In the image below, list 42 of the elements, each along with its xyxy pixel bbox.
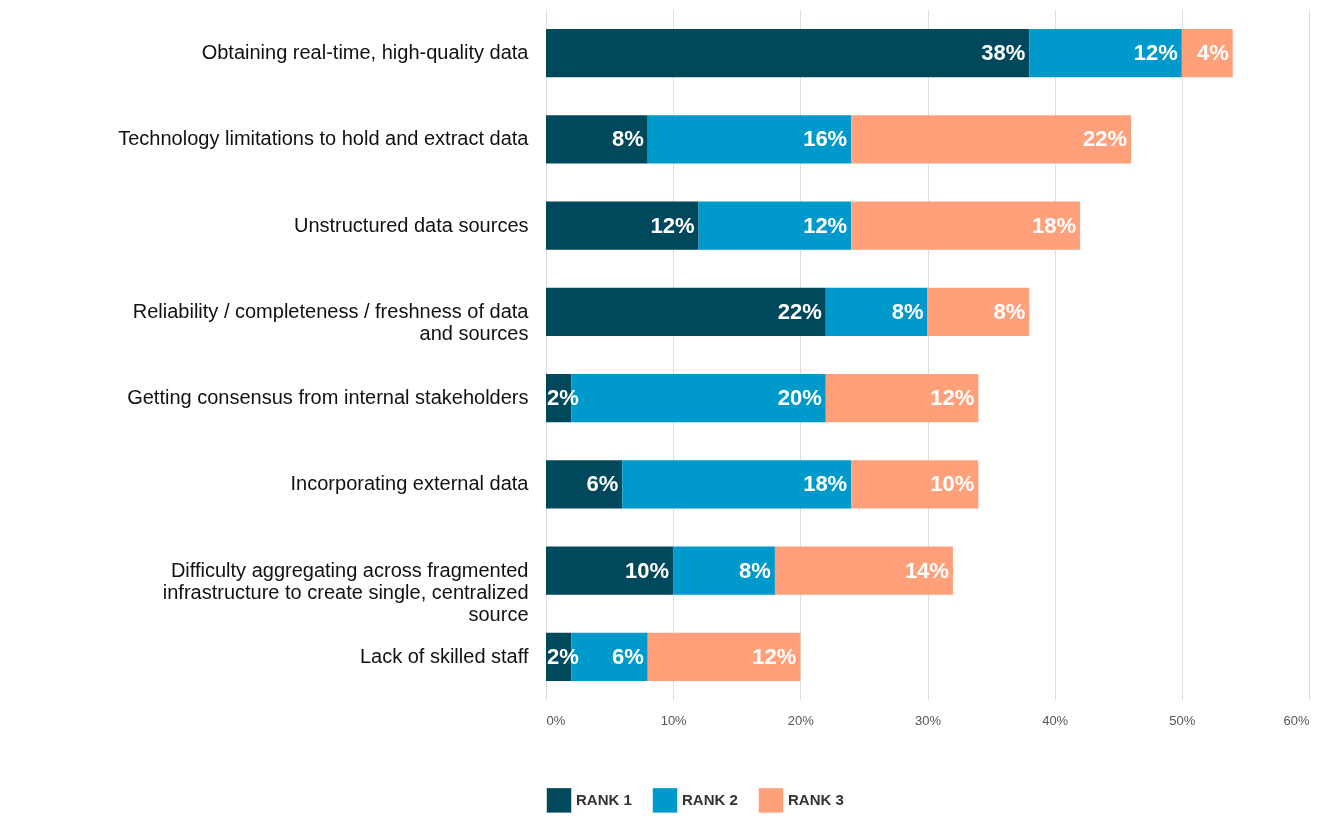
- data-label: 12%: [650, 212, 695, 238]
- data-label: 10%: [625, 557, 670, 583]
- data-label: 12%: [752, 643, 797, 669]
- x-tick-label: 50%: [1169, 712, 1196, 728]
- data-label: 20%: [777, 385, 822, 411]
- data-label: 22%: [1082, 126, 1127, 152]
- data-label: 12%: [803, 212, 848, 238]
- x-tick-label: 0%: [546, 712, 566, 728]
- x-tick-label: 20%: [787, 712, 815, 728]
- y-tick-label: Getting consensus from internal stakeholders: [127, 386, 529, 409]
- data-label: 22%: [777, 298, 822, 324]
- x-tick-label: 30%: [914, 712, 942, 728]
- data-label: 16%: [803, 126, 848, 152]
- data-label: 8%: [993, 298, 1026, 324]
- data-label: 18%: [803, 471, 848, 497]
- legend-label: RANK 3: [788, 791, 844, 809]
- data-label: 4%: [1196, 40, 1229, 66]
- data-label: 8%: [891, 298, 924, 324]
- data-label: 8%: [611, 126, 644, 152]
- data-label: 12%: [1133, 40, 1178, 66]
- data-label: 2%: [547, 643, 579, 669]
- legend-label: RANK 2: [682, 791, 738, 809]
- y-tick-label: Reliability / completeness / freshness of data and sources: [132, 299, 530, 344]
- x-tick-label: 40%: [1042, 712, 1069, 728]
- y-tick-label: Obtaining real-time, high-quality data: [201, 41, 530, 64]
- y-tick-label: Difficulty aggregating across fragmented infrastructure to create single, centralized source: [162, 558, 529, 625]
- data-label: 14%: [904, 557, 949, 583]
- y-tick-label: Incorporating external data: [290, 472, 530, 495]
- data-label: 8%: [739, 557, 771, 583]
- x-tick-label: 60%: [1283, 712, 1310, 728]
- data-label: 10%: [930, 471, 975, 497]
- data-label: 18%: [1032, 212, 1077, 238]
- data-label: 6%: [611, 643, 644, 669]
- x-tick-label: 10%: [660, 712, 688, 728]
- data-label: 12%: [930, 385, 975, 411]
- y-tick-label: Unstructured data sources: [293, 213, 529, 236]
- data-label: 38%: [981, 40, 1026, 66]
- data-label: 2%: [547, 385, 579, 411]
- y-tick-label: Technology limitations to hold and extract data: [118, 127, 530, 150]
- data-label: 6%: [586, 471, 619, 497]
- y-tick-label: Lack of skilled staff: [359, 644, 529, 667]
- legend-label: RANK 1: [576, 791, 632, 809]
